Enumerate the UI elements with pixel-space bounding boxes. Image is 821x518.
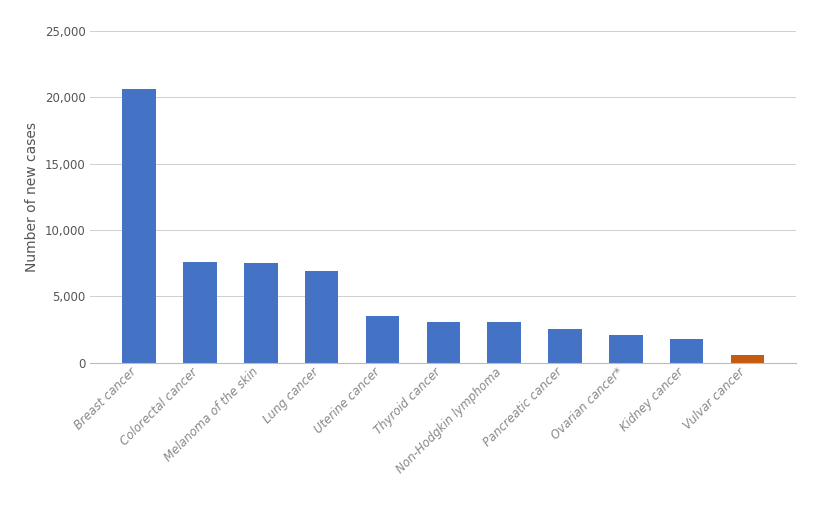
- Bar: [366, 316, 399, 363]
- Bar: [731, 355, 764, 363]
- Bar: [305, 271, 338, 363]
- Bar: [488, 322, 521, 363]
- Bar: [244, 263, 277, 363]
- Bar: [122, 90, 156, 363]
- Bar: [427, 322, 460, 363]
- Bar: [548, 329, 582, 363]
- Bar: [183, 263, 217, 363]
- Bar: [670, 339, 704, 363]
- Y-axis label: Number of new cases: Number of new cases: [25, 122, 39, 272]
- Bar: [609, 335, 643, 363]
